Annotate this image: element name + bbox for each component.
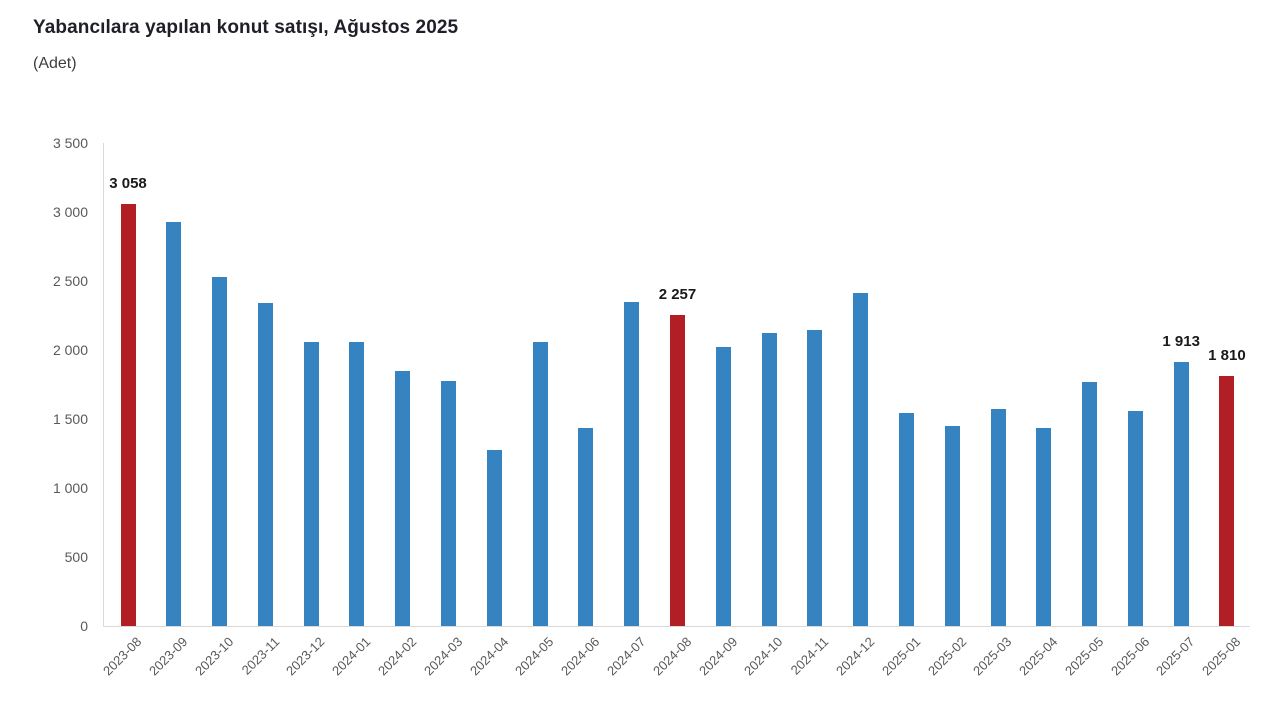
bar[interactable] xyxy=(1036,428,1052,626)
x-axis-tick-label: 2023-09 xyxy=(146,634,191,679)
bar[interactable] xyxy=(1219,376,1235,626)
chart-subtitle: (Adet) xyxy=(33,55,77,72)
x-axis-tick-label: 2024-06 xyxy=(558,634,603,679)
x-axis-tick-label: 2023-11 xyxy=(238,634,282,678)
x-axis-tick-label: 2024-07 xyxy=(603,634,649,679)
x-axis-tick-label: 2024-10 xyxy=(741,634,786,679)
y-axis-tick-label: 3 500 xyxy=(52,135,88,151)
bar[interactable] xyxy=(120,204,136,626)
bar[interactable] xyxy=(257,303,273,626)
bar[interactable] xyxy=(486,450,502,626)
bar[interactable] xyxy=(807,330,823,626)
x-axis-tick-label: 2024-04 xyxy=(466,634,511,679)
bar-value-label: 3 058 xyxy=(109,175,147,192)
x-axis-tick-label: 2024-11 xyxy=(787,634,832,678)
y-axis-tick-label: 500 xyxy=(64,549,88,565)
bar[interactable] xyxy=(761,333,777,626)
bar-value-label: 2 257 xyxy=(658,286,697,303)
bar[interactable] xyxy=(441,381,457,626)
x-axis-tick-label: 2023-10 xyxy=(191,634,237,679)
x-axis-tick-label: 2025-01 xyxy=(878,634,924,679)
x-axis-tick-label: 2024-01 xyxy=(329,634,374,679)
bar[interactable] xyxy=(715,347,731,626)
bar[interactable] xyxy=(166,222,182,626)
bar[interactable] xyxy=(944,426,960,626)
bar[interactable] xyxy=(349,342,365,626)
bar[interactable] xyxy=(1127,411,1143,626)
bar[interactable] xyxy=(1173,362,1189,626)
y-axis-tick-label: 2 500 xyxy=(52,273,88,289)
bar[interactable] xyxy=(395,371,411,626)
bar[interactable] xyxy=(669,315,685,626)
chart-title: Yabancılara yapılan konut satışı, Ağusto… xyxy=(33,17,459,38)
bar[interactable] xyxy=(898,413,914,626)
x-axis-tick-label: 2025-02 xyxy=(924,634,969,679)
bar[interactable] xyxy=(578,428,594,626)
x-axis-tick-label: 2023-12 xyxy=(283,634,328,679)
y-axis-tick-label: 1 000 xyxy=(52,480,88,496)
bar-value-label: 1 913 xyxy=(1162,333,1200,350)
x-axis-tick-label: 2023-08 xyxy=(100,634,145,679)
y-axis-tick-label: 0 xyxy=(80,618,88,634)
bar[interactable] xyxy=(212,277,228,626)
bar[interactable] xyxy=(853,293,869,626)
bar[interactable] xyxy=(624,302,640,626)
bar[interactable] xyxy=(990,409,1006,626)
bar[interactable] xyxy=(1082,382,1098,626)
x-axis-tick-label: 2024-09 xyxy=(695,634,740,679)
x-axis-tick-label: 2025-08 xyxy=(1199,634,1244,679)
plot-area: 0 500 1 000 1 500 2 000 2 500 3 000 3 500 2023-0… xyxy=(53,135,1255,678)
bar[interactable] xyxy=(303,342,319,626)
x-axis-tick-label: 2024-12 xyxy=(832,634,878,679)
y-axis-tick-label: 3 000 xyxy=(52,204,88,220)
x-axis-tick-label: 2025-04 xyxy=(1016,634,1061,679)
x-axis-tick-label: 2024-05 xyxy=(512,634,557,679)
x-axis-tick-label: 2025-05 xyxy=(1061,634,1107,679)
bar-value-label: 1 810 xyxy=(1208,347,1246,364)
x-axis-tick-label: 2025-07 xyxy=(1153,634,1198,679)
y-axis-tick-label: 2 000 xyxy=(52,342,88,358)
x-axis-tick-label: 2024-08 xyxy=(649,634,695,679)
bar[interactable] xyxy=(532,342,548,626)
x-axis-tick-label: 2025-06 xyxy=(1107,634,1152,679)
y-axis-line xyxy=(103,143,104,626)
x-axis-tick-label: 2024-02 xyxy=(375,634,420,679)
x-axis-line xyxy=(103,626,1250,627)
y-axis-tick-label: 1 500 xyxy=(52,411,88,427)
x-axis-tick-label: 2024-03 xyxy=(420,634,466,679)
x-axis-tick-label: 2025-03 xyxy=(970,634,1015,679)
